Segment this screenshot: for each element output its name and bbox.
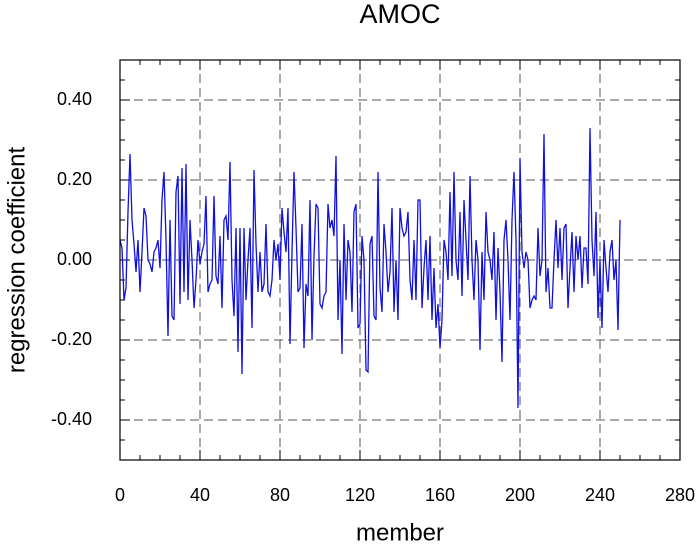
- x-tick-label: 40: [190, 485, 210, 505]
- x-tick-label: 240: [585, 485, 615, 505]
- y-tick-label: -0.40: [51, 409, 92, 429]
- chart-title: AMOC: [360, 0, 441, 29]
- x-tick-label: 120: [345, 485, 375, 505]
- y-axis-label: regression coefficient: [3, 147, 30, 374]
- y-tick-label: 0.20: [57, 169, 92, 189]
- plot-frame: [119, 59, 681, 461]
- data-line: [119, 127, 621, 409]
- y-tick-label: -0.20: [51, 329, 92, 349]
- x-tick-label: 280: [665, 485, 695, 505]
- x-tick-label: 80: [270, 485, 290, 505]
- x-tick-label: 160: [425, 485, 455, 505]
- x-axis-label: member: [356, 519, 444, 545]
- y-tick-label: 0.40: [57, 89, 92, 109]
- x-tick-label: 0: [115, 485, 125, 505]
- y-tick-label: 0.00: [57, 249, 92, 269]
- x-tick-label: 200: [505, 485, 535, 505]
